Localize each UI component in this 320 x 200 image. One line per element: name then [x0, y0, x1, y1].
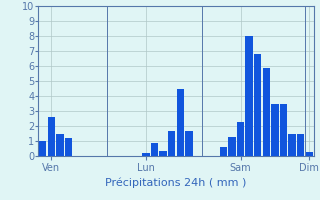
Bar: [263, 68, 270, 156]
Bar: [159, 151, 167, 156]
Bar: [306, 152, 313, 156]
Bar: [271, 104, 278, 156]
Bar: [245, 36, 253, 156]
Bar: [220, 147, 227, 156]
Bar: [151, 142, 158, 156]
X-axis label: Précipitations 24h ( mm ): Précipitations 24h ( mm ): [105, 177, 247, 188]
Bar: [65, 138, 72, 156]
Bar: [185, 130, 193, 156]
Bar: [280, 104, 287, 156]
Bar: [56, 134, 64, 156]
Bar: [254, 54, 261, 156]
Bar: [48, 117, 55, 156]
Bar: [237, 121, 244, 156]
Bar: [297, 134, 304, 156]
Bar: [288, 134, 296, 156]
Bar: [142, 153, 149, 156]
Bar: [168, 130, 175, 156]
Bar: [177, 88, 184, 156]
Bar: [228, 137, 236, 156]
Bar: [39, 141, 46, 156]
